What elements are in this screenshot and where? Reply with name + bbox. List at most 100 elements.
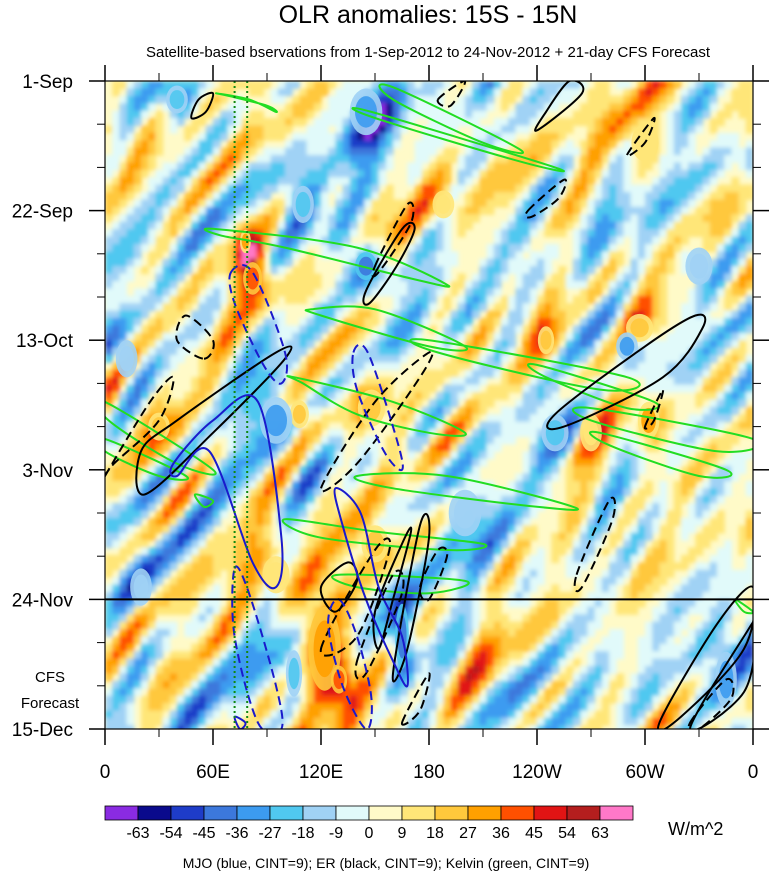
olr-cell [529,473,538,482]
olr-cell [623,392,632,401]
olr-cell [313,569,322,578]
olr-cell [443,429,452,438]
olr-cell [155,251,164,260]
olr-cell [465,214,473,223]
olr-cell [580,147,588,156]
olr-cell [213,547,221,556]
olr-cell [285,577,293,586]
olr-cell [400,399,408,408]
olr-cell [112,125,120,134]
olr-cell [573,332,581,341]
olr-cell [349,355,358,364]
olr-cell [724,443,732,452]
olr-cell [616,214,624,223]
olr-cell [256,118,264,127]
olr-cell [277,347,286,356]
olr-cell [508,480,516,489]
olr-cell [702,384,711,393]
olr-cell [594,81,603,90]
olr-cell [321,369,329,378]
olr-cell [551,554,560,563]
olr-cell [249,532,257,541]
olr-cell [191,488,200,497]
olr-cell [609,103,617,112]
olr-cell [601,355,610,364]
olr-cell [580,510,588,519]
olr-cell [594,184,603,193]
olr-cell [191,473,200,482]
olr-cell [623,110,632,119]
olr-cell [645,443,653,452]
olr-cell [285,547,293,556]
olr-cell [328,317,336,326]
olr-cell [213,214,221,223]
olr-cell [731,399,740,408]
olr-cell [263,495,272,504]
olr-cell [371,243,380,252]
olr-cell [429,406,437,415]
olr-cell [198,584,207,593]
olr-cell [630,258,639,267]
olr-cell [630,569,639,578]
olr-cell [335,458,344,467]
olr-cell [112,325,120,334]
olr-cell [270,132,279,141]
olr-cell [191,229,200,238]
olr-cell [205,81,214,90]
olr-cell [493,169,502,178]
olr-cell [465,554,473,563]
olr-cell [666,140,675,149]
olr-cell [529,258,538,267]
olr-cell [436,243,444,252]
olr-cell [220,258,228,267]
olr-cell [133,466,142,475]
olr-cell [335,547,344,556]
olr-cell [169,584,178,593]
olr-cell [292,369,300,378]
olr-cell [177,332,185,341]
olr-cell [724,562,732,571]
olr-cell [371,169,380,178]
olr-cell [551,384,560,393]
olr-cell [328,577,336,586]
olr-cell [148,399,156,408]
olr-cell [400,503,408,512]
olr-cell [177,406,185,415]
olr-cell [551,362,560,371]
olr-cell [299,95,308,104]
olr-cell [709,369,718,378]
olr-cell [501,103,509,112]
olr-cell [335,310,344,319]
olr-cell [443,317,452,326]
olr-cell [738,236,747,245]
olr-cell [609,332,617,341]
olr-cell [205,125,214,134]
olr-cell [738,229,747,238]
olr-cell [213,569,221,578]
olr-cell [702,229,711,238]
olr-cell [465,562,473,571]
olr-cell [299,488,308,497]
olr-cell [673,125,682,134]
olr-cell [436,547,444,556]
olr-cell [587,118,596,127]
olr-cell [573,347,581,356]
olr-cell [688,458,696,467]
olr-cell [594,332,603,341]
olr-cell [508,251,516,260]
olr-cell [421,525,430,534]
olr-cell [745,155,753,164]
olr-cell [709,177,718,186]
olr-cell [479,177,488,186]
olr-cell [400,243,408,252]
olr-cell [709,258,718,267]
olr-cell [393,118,401,127]
olr-cell [709,317,718,326]
olr-cell [702,466,711,475]
olr-cell [745,236,753,245]
olr-cell [609,110,617,119]
olr-cell [400,547,408,556]
olr-cell [184,243,192,252]
olr-cell [371,192,380,201]
olr-cell [177,325,185,334]
